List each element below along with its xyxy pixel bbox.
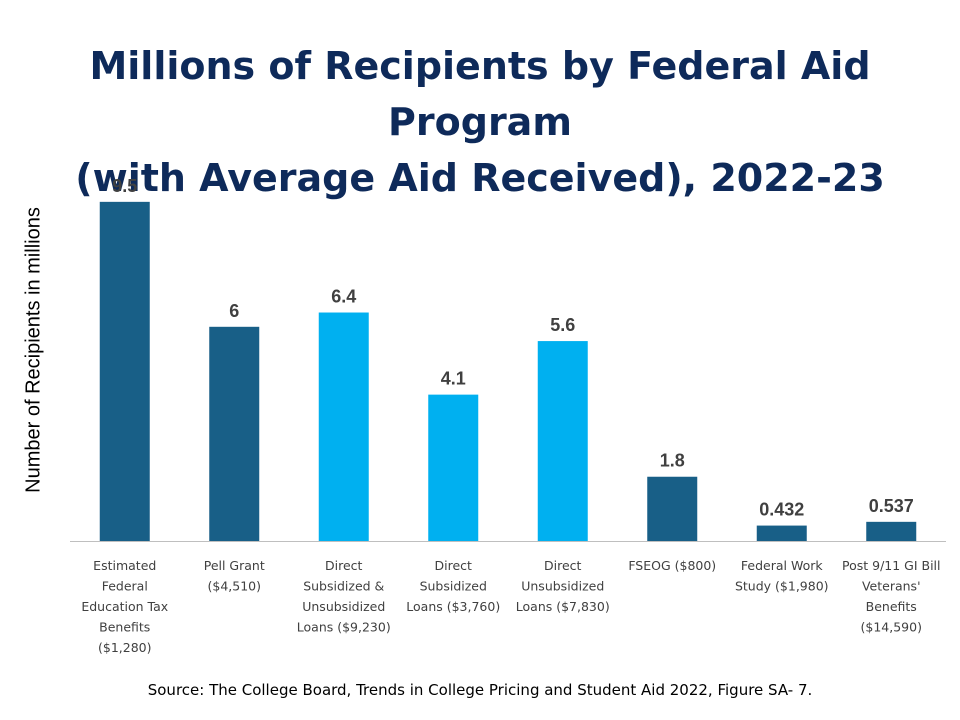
value-label-4: 4.1 — [441, 369, 466, 389]
bar-7 — [756, 525, 807, 541]
chart-title: Millions of Recipients by Federal Aid Pr… — [0, 38, 960, 206]
category-label-line: Direct — [544, 558, 582, 573]
category-label-line: Subsidized — [420, 579, 487, 594]
bar-6 — [647, 476, 698, 541]
value-label-1: 9.5 — [112, 176, 137, 196]
bars-group — [99, 201, 917, 541]
bar-3 — [318, 312, 369, 541]
category-label-line: Unsubsidized — [521, 579, 604, 594]
category-label-line: Benefits — [866, 599, 917, 614]
category-label-line: ($14,590) — [861, 620, 922, 635]
category-label-6: FSEOG ($800) — [628, 558, 716, 573]
category-label-line: ($4,510) — [208, 579, 262, 594]
value-label-3: 6.4 — [331, 287, 356, 307]
category-label-line: Study ($1,980) — [735, 579, 829, 594]
bar-5 — [537, 341, 588, 541]
category-label-4: Direct Subsidized Loans ($3,760) — [406, 558, 500, 614]
category-label-line: Federal — [102, 579, 148, 594]
category-label-line: Post 9/11 GI Bill — [842, 558, 941, 573]
chart-title-line-1: Millions of Recipients by Federal Aid Pr… — [89, 44, 871, 144]
category-label-7: Federal Work Study ($1,980) — [735, 558, 829, 594]
value-label-2: 6 — [229, 301, 239, 321]
category-label-2: Pell Grant ($4,510) — [204, 558, 265, 594]
category-label-line: Direct — [435, 558, 473, 573]
value-label-5: 5.6 — [550, 315, 575, 335]
category-label-8: Post 9/11 GI Bill Veterans' Benefits ($14,5… — [842, 558, 941, 635]
category-label-line: Subsidized & — [303, 579, 384, 594]
bar-1 — [99, 201, 150, 541]
category-labels-group: Estimated Federal Education Tax Benefits ($1… — [81, 558, 940, 655]
category-label-line: Benefits — [99, 620, 150, 635]
bar-8 — [866, 521, 917, 541]
value-label-7: 0.432 — [759, 500, 804, 520]
category-label-line: ($1,280) — [98, 640, 152, 655]
category-label-line: Education Tax — [81, 599, 168, 614]
value-label-8: 0.537 — [869, 496, 914, 516]
bar-2 — [209, 326, 260, 541]
value-labels-group: 9.5 6 6.4 4.1 5.6 1.8 0.432 0.537 — [112, 176, 914, 520]
chart-title-line-2: (with Average Aid Received), 2022-23 — [75, 156, 885, 200]
category-label-line: FSEOG ($800) — [628, 558, 716, 573]
category-label-1: Estimated Federal Education Tax Benefits ($1… — [81, 558, 168, 655]
category-label-line: Loans ($7,830) — [516, 599, 610, 614]
source-note: Source: The College Board, Trends in Col… — [147, 681, 813, 699]
value-label-6: 1.8 — [660, 451, 685, 471]
category-label-5: Direct Unsubsidized Loans ($7,830) — [516, 558, 610, 614]
category-label-line: Direct — [325, 558, 363, 573]
category-label-line: Loans ($3,760) — [406, 599, 500, 614]
category-label-line: Loans ($9,230) — [297, 620, 391, 635]
bar-4 — [428, 394, 479, 541]
category-label-3: Direct Subsidized & Unsubsidized Loans ($9,… — [297, 558, 391, 635]
category-label-line: Unsubsidized — [302, 599, 385, 614]
bar-chart: 9.5 6 6.4 4.1 5.6 1.8 0.432 0.537 Estimated Fede… — [70, 176, 946, 655]
category-label-line: Pell Grant — [204, 558, 265, 573]
category-label-line: Federal Work — [741, 558, 823, 573]
category-label-line: Estimated — [93, 558, 156, 573]
category-label-line: Veterans' — [862, 579, 921, 594]
